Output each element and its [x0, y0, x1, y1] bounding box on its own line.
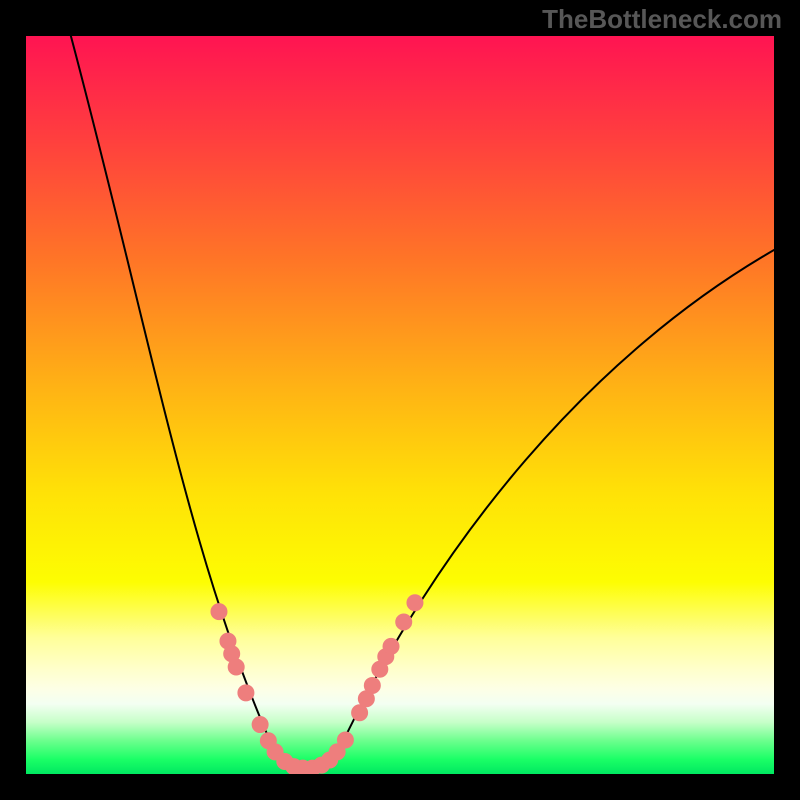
marker-point [238, 685, 254, 701]
marker-point [396, 614, 412, 630]
marker-point [383, 638, 399, 654]
marker-point [211, 604, 227, 620]
marker-point [364, 677, 380, 693]
plot-area [26, 36, 774, 774]
bottleneck-curve [71, 36, 774, 767]
watermark-text: TheBottleneck.com [542, 4, 782, 35]
marker-point [407, 595, 423, 611]
marker-group [211, 595, 423, 774]
marker-point [337, 732, 353, 748]
marker-point [228, 659, 244, 675]
marker-point [252, 717, 268, 733]
outer-frame [0, 0, 800, 800]
chart-svg [26, 36, 774, 774]
